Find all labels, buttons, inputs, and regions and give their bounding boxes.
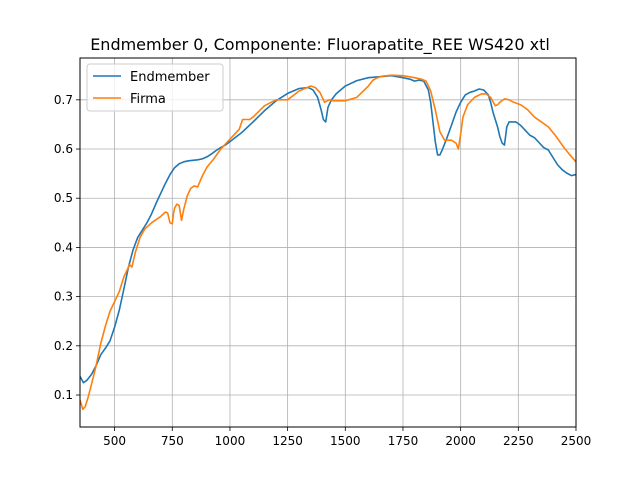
chart-title: Endmember 0, Componente: Fluorapatite_RE… (90, 35, 550, 55)
y-tick-label: 0.5 (54, 191, 73, 205)
x-tick-label: 2000 (445, 434, 476, 448)
y-axis: 0.1 0.2 0.3 0.4 0.5 0.6 0.7 (54, 93, 80, 402)
legend: Endmember Firma (86, 63, 224, 112)
x-tick-label: 500 (103, 434, 126, 448)
series-line-endmember (80, 74, 576, 384)
y-tick-label: 0.6 (54, 142, 73, 156)
x-tick-label: 2250 (503, 434, 534, 448)
x-tick-label: 2500 (561, 434, 592, 448)
y-tick-label: 0.2 (54, 339, 73, 353)
x-tick-label: 1750 (388, 434, 419, 448)
x-tick-label: 1500 (330, 434, 361, 448)
y-tick-label: 0.4 (54, 240, 73, 254)
y-tick-label: 0.7 (54, 93, 73, 107)
x-tick-label: 750 (161, 434, 184, 448)
series-layer (80, 74, 576, 411)
x-tick-label: 1000 (215, 434, 246, 448)
legend-label: Firma (130, 92, 166, 107)
y-tick-label: 0.3 (54, 290, 73, 304)
series-line-firma (80, 74, 576, 411)
legend-label: Endmember (130, 70, 210, 85)
x-tick-label: 1250 (272, 434, 303, 448)
x-axis: 500 750 1000 1250 1500 1750 2000 2250 2500 (103, 427, 591, 448)
y-tick-label: 0.1 (54, 388, 73, 402)
plot-frame (79, 57, 577, 428)
